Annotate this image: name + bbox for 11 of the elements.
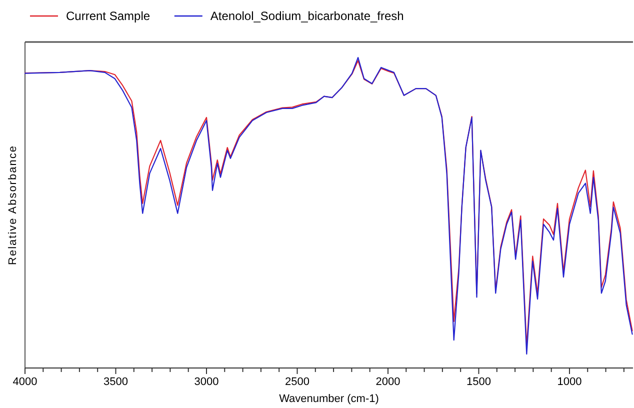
x-tick-label: 2500 — [284, 376, 310, 388]
x-axis-title: Wavenumber (cm-1) — [279, 393, 379, 405]
x-tick-label: 1500 — [466, 376, 491, 388]
x-tick-label: 1000 — [557, 376, 582, 388]
legend-label: Atenolol_Sodium_bicarbonate_fresh — [210, 9, 404, 23]
x-tick-label: 3500 — [104, 376, 128, 388]
legend-label: Current Sample — [66, 9, 150, 23]
x-tick-label: 2000 — [376, 376, 400, 388]
y-axis-title: Relative Absorbance — [7, 145, 19, 265]
x-tick-label: 4000 — [12, 376, 38, 388]
x-tick-label: 3000 — [194, 376, 219, 388]
